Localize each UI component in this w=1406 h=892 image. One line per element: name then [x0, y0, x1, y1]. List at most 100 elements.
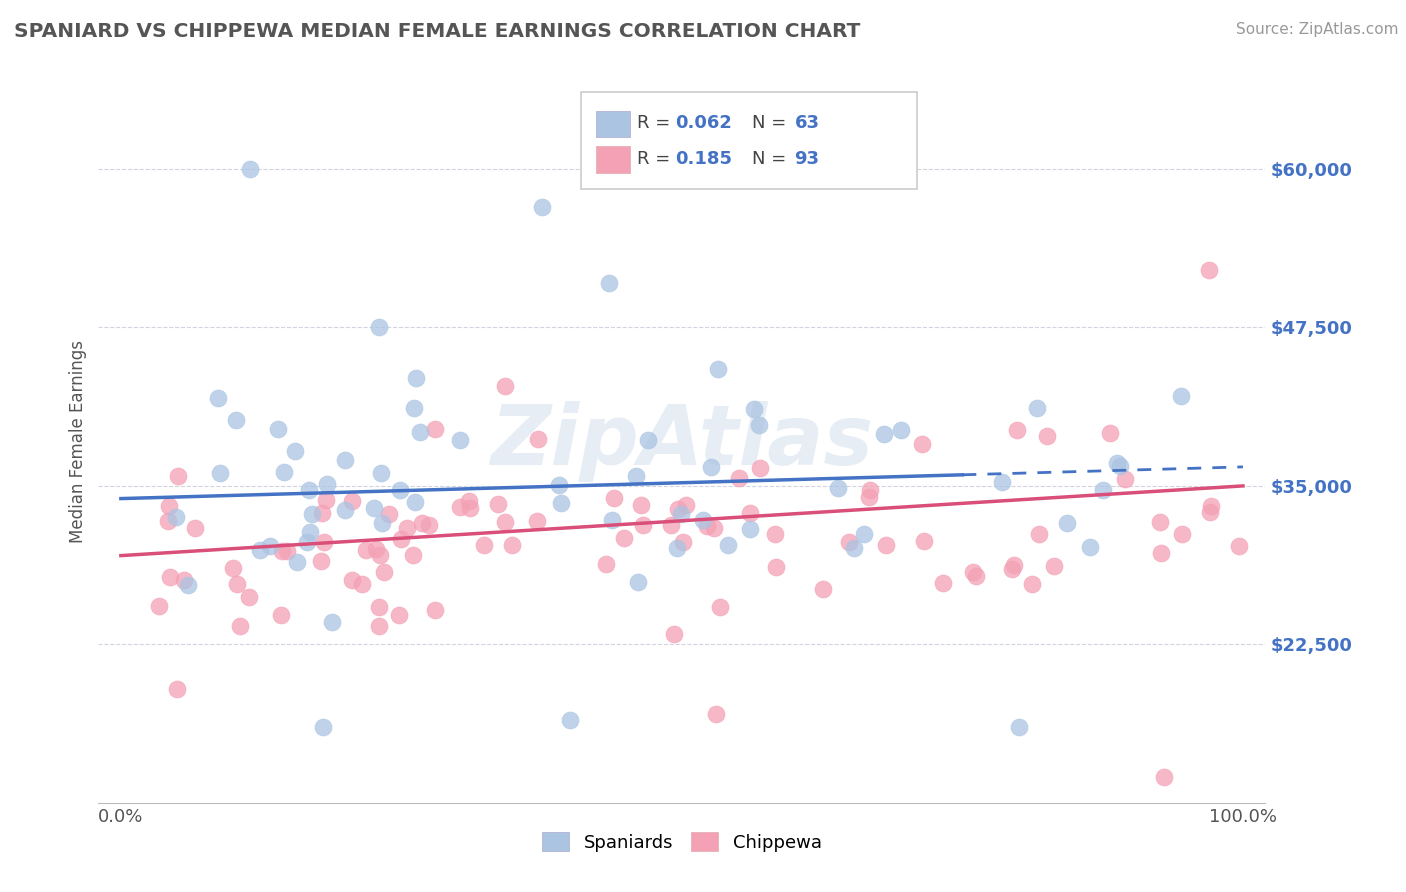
Point: [1036, 428, 1059, 442]
Point: [595, 557, 617, 571]
Point: [423, 603, 446, 617]
Point: [449, 433, 471, 447]
Text: 63: 63: [794, 114, 820, 132]
Point: [449, 500, 471, 514]
Text: 93: 93: [794, 150, 820, 168]
Text: 0.062: 0.062: [675, 114, 731, 132]
Legend: Spaniards, Chippewa: Spaniards, Chippewa: [534, 825, 830, 859]
Point: [377, 508, 399, 522]
Point: [297, 535, 319, 549]
Text: SPANIARD VS CHIPPEWA MEDIAN FEMALE EARNINGS CORRELATION CHART: SPANIARD VS CHIPPEWA MEDIAN FEMALE EARNI…: [14, 22, 860, 41]
Point: [530, 200, 553, 214]
Point: [228, 618, 250, 632]
Point: [301, 507, 323, 521]
Point: [1091, 483, 1114, 498]
Point: [373, 565, 395, 579]
Point: [270, 544, 292, 558]
Point: [284, 444, 307, 458]
Point: [703, 521, 725, 535]
Point: [717, 538, 740, 552]
Point: [1105, 456, 1128, 470]
Point: [402, 401, 425, 415]
Point: [495, 515, 517, 529]
Point: [298, 483, 321, 498]
Point: [630, 498, 652, 512]
Point: [209, 466, 232, 480]
Point: [672, 534, 695, 549]
Point: [494, 379, 516, 393]
Text: N =: N =: [752, 150, 792, 168]
Point: [312, 720, 335, 734]
Point: [665, 541, 688, 555]
Point: [368, 618, 391, 632]
Point: [287, 556, 309, 570]
Point: [603, 491, 626, 506]
Point: [315, 492, 337, 507]
Point: [858, 490, 880, 504]
Point: [842, 541, 865, 556]
Point: [239, 161, 262, 176]
Point: [827, 482, 849, 496]
Point: [962, 565, 984, 579]
Point: [527, 432, 550, 446]
Point: [395, 521, 418, 535]
Point: [699, 459, 721, 474]
Point: [1199, 499, 1222, 513]
Point: [696, 519, 718, 533]
Point: [354, 543, 377, 558]
Point: [370, 466, 392, 480]
Y-axis label: Median Female Earnings: Median Female Earnings: [69, 340, 87, 543]
Point: [389, 533, 412, 547]
Point: [728, 471, 751, 485]
Point: [675, 498, 697, 512]
Point: [267, 422, 290, 436]
Point: [167, 469, 190, 483]
Point: [742, 401, 765, 416]
Point: [631, 518, 654, 533]
Point: [598, 276, 620, 290]
Point: [613, 531, 636, 545]
Point: [157, 514, 180, 528]
Point: [1227, 539, 1250, 553]
Point: [423, 422, 446, 436]
Text: R =: R =: [637, 150, 676, 168]
Point: [371, 516, 394, 530]
Point: [458, 501, 481, 516]
Point: [1109, 459, 1132, 474]
Point: [299, 525, 322, 540]
Point: [637, 433, 659, 447]
Point: [669, 508, 692, 522]
Point: [550, 495, 572, 509]
Point: [368, 548, 391, 562]
Point: [342, 573, 364, 587]
Point: [662, 626, 685, 640]
Point: [402, 548, 425, 562]
Point: [173, 573, 195, 587]
Point: [748, 418, 770, 433]
Point: [311, 507, 333, 521]
Point: [184, 520, 207, 534]
Point: [418, 517, 440, 532]
Point: [1007, 423, 1029, 437]
Point: [340, 493, 363, 508]
Point: [159, 570, 181, 584]
Point: [558, 714, 581, 728]
Point: [249, 542, 271, 557]
Point: [706, 362, 728, 376]
Point: [692, 513, 714, 527]
Point: [259, 540, 281, 554]
Point: [738, 507, 761, 521]
Point: [627, 574, 650, 589]
Text: 0.185: 0.185: [675, 150, 733, 168]
Point: [312, 535, 335, 549]
Point: [335, 453, 357, 467]
Point: [273, 465, 295, 479]
Point: [363, 501, 385, 516]
Point: [316, 477, 339, 491]
Point: [1001, 561, 1024, 575]
Point: [709, 600, 731, 615]
Point: [666, 502, 689, 516]
Point: [912, 534, 935, 549]
Point: [659, 518, 682, 533]
Point: [207, 391, 229, 405]
